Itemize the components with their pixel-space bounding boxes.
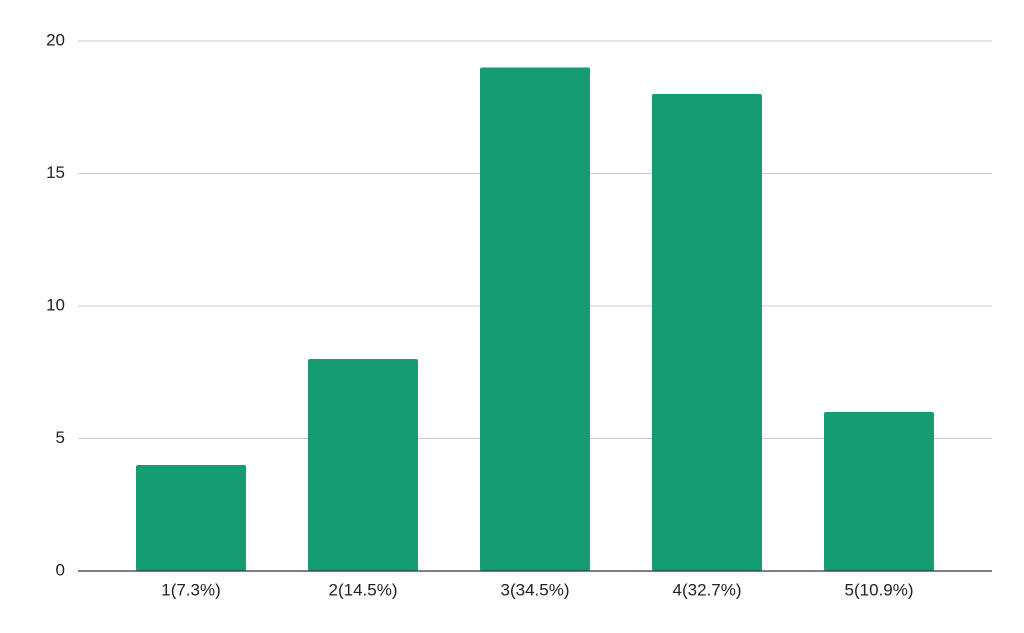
bar <box>480 67 590 571</box>
y-tick-label: 10 <box>46 295 65 314</box>
bar <box>136 465 246 571</box>
y-tick-label: 5 <box>56 428 65 447</box>
x-tick-label: 1(7.3%) <box>161 580 221 599</box>
x-tick-label: 5(10.9%) <box>845 580 914 599</box>
x-tick-label: 2(14.5%) <box>329 580 398 599</box>
x-tick-label: 3(34.5%) <box>501 580 570 599</box>
y-tick-label: 20 <box>46 30 65 49</box>
bar <box>308 359 418 571</box>
bar <box>652 94 762 571</box>
x-tick-label: 4(32.7%) <box>673 580 742 599</box>
y-tick-label: 0 <box>56 560 65 579</box>
bar <box>824 412 934 571</box>
y-tick-label: 15 <box>46 163 65 182</box>
